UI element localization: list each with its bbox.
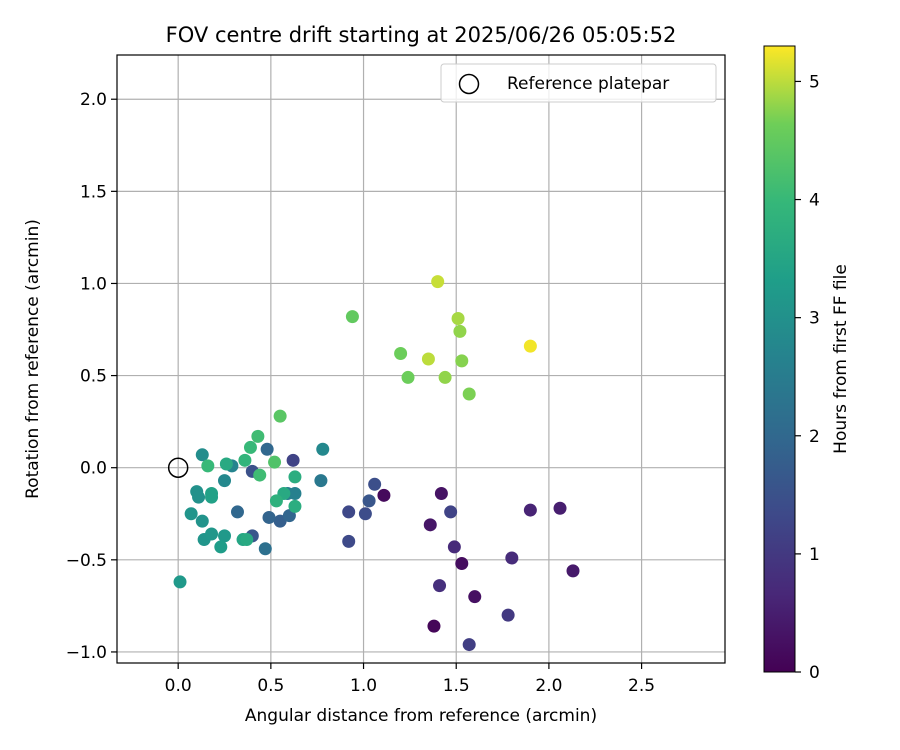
y-tick-label: 1.5 — [80, 182, 107, 202]
scatter-point — [251, 429, 265, 443]
scatter-point — [219, 457, 233, 471]
colorbar-tick-label: 5 — [809, 72, 820, 92]
scatter-point — [505, 551, 519, 565]
scatter-point — [462, 387, 476, 401]
scatter-point — [438, 370, 452, 384]
scatter-point — [288, 486, 302, 500]
colorbar-gradient — [763, 45, 796, 673]
y-tick-label: −1.0 — [66, 643, 107, 663]
scatter-point — [394, 346, 408, 360]
legend-box — [440, 63, 717, 103]
legend-reference-marker — [458, 73, 480, 95]
x-tick-label: 2.5 — [628, 676, 655, 696]
scatter-point — [240, 533, 254, 547]
x-tick-label: 0.5 — [257, 676, 284, 696]
scatter-point — [273, 409, 287, 423]
grid-lines — [117, 55, 725, 663]
scatter-point — [316, 442, 330, 456]
scatter-point — [444, 505, 458, 519]
y-tick-label: −0.5 — [66, 551, 107, 571]
scatter-point — [431, 275, 445, 289]
y-tick-label: 0.5 — [80, 367, 107, 387]
scatter-point — [286, 453, 300, 467]
scatter-point — [218, 529, 232, 543]
scatter-point — [434, 486, 448, 500]
scatter-point — [523, 339, 537, 353]
reference-platepar-marker — [167, 457, 189, 478]
scatter-point — [258, 542, 272, 556]
scatter-point — [218, 474, 232, 488]
scatter-point — [368, 477, 382, 491]
scatter-point — [230, 505, 244, 519]
scatter-point — [462, 638, 476, 652]
colorbar-tick-label: 0 — [809, 663, 820, 683]
scatter-point — [455, 354, 469, 368]
scatter-point — [358, 507, 372, 521]
scatter-point — [501, 608, 515, 622]
scatter-point — [342, 534, 356, 548]
y-tick-label: 1.0 — [80, 274, 107, 294]
legend: Reference platepar — [440, 63, 717, 103]
scatter-point — [447, 540, 461, 554]
colorbar: 0 1 2 3 4 5 Hours from first FF file — [763, 45, 851, 683]
scatter-point — [205, 527, 219, 541]
scatter-point — [262, 510, 276, 524]
scatter-points — [167, 275, 580, 652]
legend-entry-reference: Reference platepar — [507, 74, 669, 94]
colorbar-tick-label: 4 — [809, 191, 820, 211]
x-axis-label: Angular distance from reference (arcmin) — [245, 706, 597, 726]
scatter-point — [288, 470, 302, 484]
scatter-point — [243, 440, 257, 454]
colorbar-ticks: 0 1 2 3 4 5 — [795, 72, 820, 683]
scatter-point — [205, 490, 219, 504]
scatter-point — [195, 514, 209, 528]
scatter-point — [288, 499, 302, 513]
scatter-point — [201, 459, 215, 473]
scatter-point — [184, 507, 198, 521]
colorbar-tick-label: 1 — [809, 545, 820, 565]
scatter-point — [214, 540, 228, 554]
y-tick-label: 2.0 — [80, 90, 107, 110]
y-axis-label: Rotation from reference (arcmin) — [23, 219, 43, 499]
plot-frame — [116, 54, 726, 664]
x-tick-label: 1.5 — [443, 676, 470, 696]
scatter-point — [314, 474, 328, 488]
scatter-point — [269, 494, 283, 508]
scatter-point — [423, 518, 437, 532]
chart-title: FOV centre drift starting at 2025/06/26 … — [166, 23, 677, 47]
scatter-point — [427, 619, 441, 633]
scatter-point — [553, 501, 567, 515]
scatter-point — [453, 324, 467, 338]
scatter-point — [433, 579, 447, 593]
scatter-point — [173, 575, 187, 589]
scatter-point — [195, 448, 209, 462]
x-tick-label: 0.0 — [165, 676, 192, 696]
scatter-point — [468, 590, 482, 604]
x-tick-label: 2.0 — [535, 676, 562, 696]
scatter-point — [455, 557, 469, 571]
scatter-point — [238, 453, 252, 467]
scatter-point — [451, 311, 465, 325]
x-tick-label: 1.0 — [350, 676, 377, 696]
y-tick-label: 0.0 — [80, 459, 107, 479]
axis-ticks: 0.0 0.5 1.0 1.5 2.0 2.5 −1.0 −0.5 0.0 0.5 1.0 1.5 2.… — [66, 90, 655, 696]
scatter-point — [523, 503, 537, 517]
scatter-point — [345, 310, 359, 324]
scatter-point — [268, 455, 282, 469]
scatter-point — [253, 468, 267, 482]
scatter-point — [192, 490, 206, 504]
scatter-point — [401, 370, 415, 384]
colorbar-label: Hours from first FF file — [831, 264, 851, 454]
scatter-point — [377, 488, 391, 502]
scatter-point — [362, 494, 376, 508]
scatter-point — [260, 442, 274, 456]
colorbar-tick-label: 2 — [809, 427, 820, 447]
colorbar-tick-label: 3 — [809, 309, 820, 329]
scatter-point — [342, 505, 356, 519]
scatter-point — [566, 564, 580, 578]
scatter-point — [421, 352, 435, 366]
